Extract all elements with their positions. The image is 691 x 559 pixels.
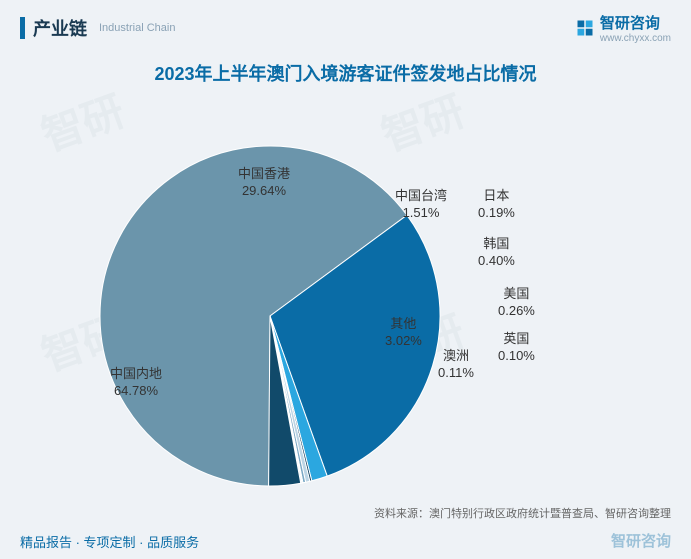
slice-label: 韩国0.40% (478, 236, 515, 270)
brand-url: www.chyxx.com (600, 33, 671, 44)
header-right: 智研咨询 www.chyxx.com (576, 12, 671, 44)
slice-label: 日本0.19% (478, 188, 515, 222)
slice-label: 美国0.26% (498, 286, 535, 320)
header-left: 产业链 Industrial Chain (20, 15, 175, 41)
slice-label: 中国台湾1.51% (395, 188, 447, 222)
accent-bar (20, 17, 25, 39)
slice-label: 澳洲0.11% (438, 348, 474, 382)
slice-label: 中国内地64.78% (110, 366, 162, 400)
slice-label: 中国香港29.64% (238, 166, 290, 200)
footer-left: 精品报告 · 专项定制 · 品质服务 (20, 532, 199, 551)
footer-right: 智研咨询 (611, 530, 671, 551)
chart-title: 2023年上半年澳门入境游客证件签发地占比情况 (0, 60, 691, 86)
pie-chart: 中国内地64.78% 中国香港29.64% 中国台湾1.51% 日本0.19% 韩国0.… (0, 86, 691, 516)
source-text: 资料来源：澳门特别行政区政府统计暨普查局、智研咨询整理 (374, 505, 671, 521)
slice-label: 其他3.02% (385, 316, 422, 350)
footer: 精品报告 · 专项定制 · 品质服务 智研咨询 (0, 522, 691, 559)
header: 产业链 Industrial Chain 智研咨询 www.chyxx.com (0, 0, 691, 52)
brand-name: 智研咨询 (600, 12, 671, 33)
slice-label: 英国0.10% (498, 331, 535, 365)
brand-block: 智研咨询 www.chyxx.com (600, 12, 671, 44)
brand-logo-icon (576, 19, 594, 37)
category-cn: 产业链 (33, 15, 87, 41)
category-en: Industrial Chain (99, 22, 175, 34)
